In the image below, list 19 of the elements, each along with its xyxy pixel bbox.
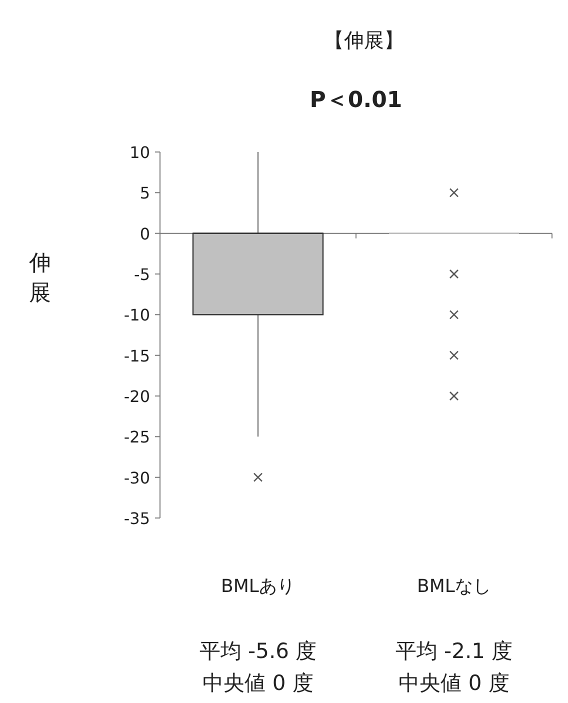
- text: 平均 -5.6 度: [199, 639, 317, 663]
- chart-subtitle: P＜0.01: [310, 88, 402, 113]
- y-tick-label: -10: [124, 306, 150, 325]
- y-tick-label: 5: [140, 184, 150, 203]
- x-tick-label: BMLなし: [417, 576, 491, 597]
- y-tick-label: 10: [130, 143, 150, 162]
- y-tick-label: -35: [124, 509, 150, 528]
- text: 中央値 0 度: [202, 671, 314, 695]
- y-tick-label: -30: [124, 468, 150, 488]
- ylabel: 伸展: [29, 251, 51, 306]
- y-tick-label: -20: [124, 387, 150, 406]
- y-tick-label: -15: [124, 346, 150, 366]
- chart-title: 【伸展】: [324, 28, 404, 52]
- y-tick-label: 0: [140, 224, 150, 244]
- y-tick-label: -5: [134, 265, 150, 284]
- x-tick-label: BMLあり: [221, 576, 295, 597]
- text: 中央値 0 度: [398, 671, 510, 695]
- y-tick-label: -25: [124, 428, 150, 447]
- text: 平均 -2.1 度: [395, 639, 513, 663]
